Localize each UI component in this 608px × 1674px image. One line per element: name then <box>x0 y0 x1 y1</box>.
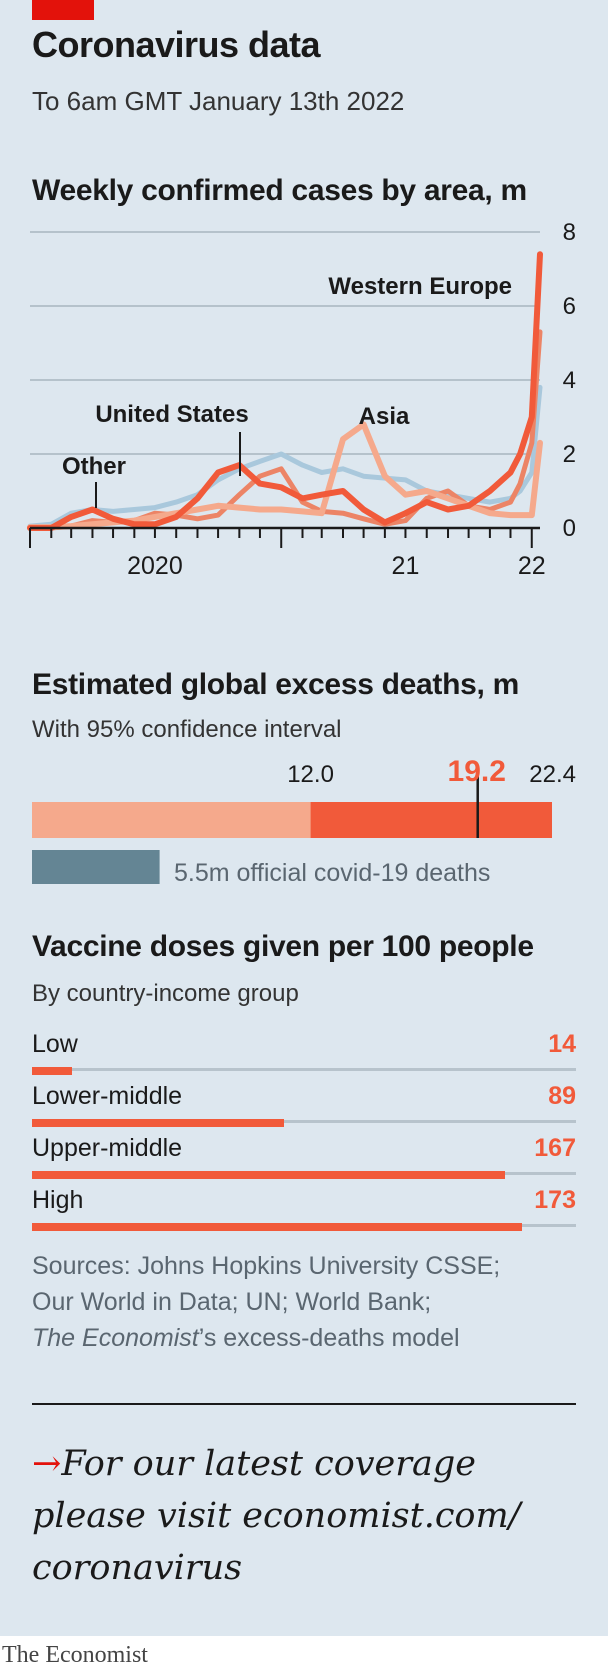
official-deaths-label: 5.5m official covid-19 deaths <box>174 859 490 887</box>
sources-economist-name: The Economist <box>32 1324 199 1352</box>
x-tick-label: 22 <box>518 552 546 580</box>
coverage-link[interactable]: →For our latest coverage please visit ec… <box>32 1438 520 1594</box>
ci-low-segment <box>32 802 311 838</box>
sources-model-text: ’s excess-deaths model <box>198 1324 460 1352</box>
ci-high-label: 22.4 <box>529 761 576 788</box>
cta-line-3: coronavirus <box>32 1548 243 1588</box>
vaccine-value-label: 173 <box>534 1186 576 1214</box>
cta-line-1: For our latest coverage <box>61 1444 476 1484</box>
vaccine-category-label: Lower-middle <box>32 1082 183 1110</box>
vaccine-chart-title: Vaccine doses given per 100 people <box>32 930 534 963</box>
ci-low-label: 12.0 <box>287 761 334 788</box>
vaccine-category-label: High <box>32 1186 84 1214</box>
series-label-western-europe: Western Europe <box>328 273 512 300</box>
arrow-right-icon: → <box>32 1444 62 1484</box>
vaccine-row: Low 14 <box>32 1030 576 1082</box>
series-line-other <box>27 384 543 529</box>
y-tick-label: 6 <box>563 293 576 320</box>
ci-range-segment <box>310 802 552 838</box>
y-tick-label: 8 <box>563 220 576 246</box>
vaccine-value-label: 167 <box>534 1134 576 1162</box>
series-label-united-states: United States <box>95 401 248 428</box>
series-line-western-europe <box>27 251 543 531</box>
deaths-chart-title: Estimated global excess deaths, m <box>32 668 519 701</box>
cases-line-chart: 0 2 4 6 8 2020 21 22 Western Europe Asia United St… <box>27 220 576 580</box>
vaccine-row: Lower-middle 89 <box>32 1082 576 1134</box>
vaccine-category-label: Upper-middle <box>32 1134 183 1162</box>
date-caption: To 6am GMT January 13th 2022 <box>32 86 405 116</box>
deaths-chart-subtitle: With 95% confidence interval <box>32 716 342 743</box>
vaccine-row-rule <box>32 1120 576 1123</box>
vaccine-bar <box>32 1223 523 1231</box>
official-deaths-bar <box>32 850 160 884</box>
series-label-other: Other <box>62 453 126 480</box>
estimate-label: 19.2 <box>448 755 506 788</box>
sources-line-2: Our World in Data; UN; World Bank; <box>32 1288 432 1316</box>
vaccine-bar <box>32 1171 506 1179</box>
page-title: Coronavirus data <box>32 24 321 65</box>
cta-line-2: please visit economist.com/ <box>32 1496 521 1536</box>
vaccine-category-label: Low <box>32 1030 78 1058</box>
y-tick-label: 4 <box>563 367 576 394</box>
vaccine-bar <box>32 1119 285 1127</box>
sources-line-1: Sources: Johns Hopkins University CSSE; <box>32 1252 501 1280</box>
vaccine-chart-subtitle: By country-income group <box>32 980 299 1007</box>
economist-red-tag <box>32 0 94 20</box>
vaccine-value-label: 89 <box>548 1082 576 1110</box>
vaccine-row-rule <box>32 1068 576 1071</box>
economist-logo-text: The Economist <box>2 1642 148 1668</box>
y-tick-label: 0 <box>563 515 576 542</box>
x-tick-label: 21 <box>392 552 420 580</box>
vaccine-row: Upper-middle 167 <box>32 1134 576 1186</box>
section-divider <box>32 1403 576 1405</box>
vaccine-row: High 173 <box>32 1186 576 1238</box>
cases-chart-title: Weekly confirmed cases by area, m <box>32 174 527 207</box>
deaths-bar-chart: 12.0 19.2 22.4 5.5m official covid-19 death… <box>32 755 576 887</box>
y-tick-label: 2 <box>563 441 576 468</box>
sources-note: Sources: Johns Hopkins University CSSE; … <box>32 1248 500 1356</box>
chart-panel: Coronavirus data To 6am GMT January 13th… <box>0 0 608 1636</box>
sources-line-3: The Economist’s excess-deaths model <box>32 1320 500 1356</box>
x-tick-label: 2020 <box>127 552 183 580</box>
vaccine-bar <box>32 1067 72 1075</box>
vaccine-value-label: 14 <box>548 1030 576 1058</box>
series-label-asia: Asia <box>359 403 410 430</box>
